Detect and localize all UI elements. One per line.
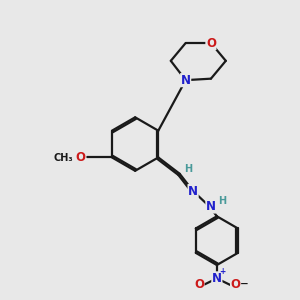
Text: N: N [212,272,222,285]
Text: O: O [206,37,216,50]
Text: CH₃: CH₃ [53,153,73,163]
Text: O: O [231,278,241,291]
Text: N: N [188,184,198,197]
Text: N: N [181,74,191,87]
Text: N: N [206,200,216,213]
Text: +: + [219,267,225,276]
Text: O: O [76,151,86,164]
Text: H: H [218,196,226,206]
Text: O: O [194,278,204,291]
Text: H: H [184,164,192,174]
Text: −: − [240,278,249,289]
